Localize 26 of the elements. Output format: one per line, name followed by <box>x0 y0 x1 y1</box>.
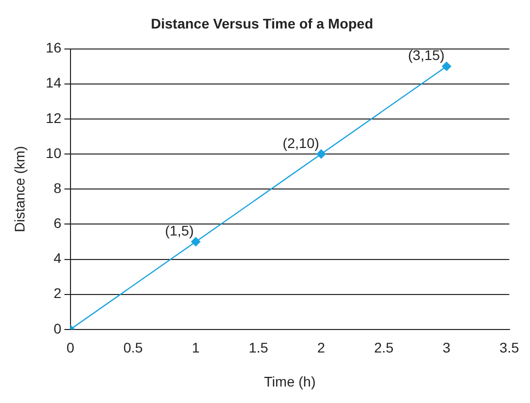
x-tick-label: 3 <box>442 340 451 356</box>
annotation: (1,5) <box>164 222 194 239</box>
point <box>191 237 200 246</box>
x-axis-title: Time (h) <box>264 373 316 390</box>
x-tick-label: 2 <box>317 340 326 356</box>
x-tick-label: 0.5 <box>123 340 144 356</box>
y-tick-label: 4 <box>54 250 62 266</box>
y-tick-label: 16 <box>46 40 62 56</box>
annotation: (2,10) <box>282 134 320 151</box>
x-tick-label: 1 <box>192 340 200 356</box>
y-axis-title: Distance (km) <box>11 146 28 232</box>
point <box>442 62 452 71</box>
y-tick-label: 14 <box>46 74 62 91</box>
y-tick-label: 0 <box>54 320 62 336</box>
y-tick-label: 2 <box>54 285 62 302</box>
x-tick-label: 2.5 <box>374 340 394 356</box>
y-tick-label: 10 <box>46 144 62 161</box>
x-tick-label: 1.5 <box>248 340 268 356</box>
annotation: (3,15) <box>408 47 445 64</box>
chart-title: Distance Versus Time of a Moped <box>150 15 374 32</box>
y-tick-label: 8 <box>54 180 62 196</box>
x-tick-label: 3.5 <box>500 340 520 356</box>
point <box>316 149 326 159</box>
y-tick-label: 6 <box>54 215 62 232</box>
x-tick-label: 0 <box>66 340 74 356</box>
y-tick-label: 12 <box>46 110 62 126</box>
